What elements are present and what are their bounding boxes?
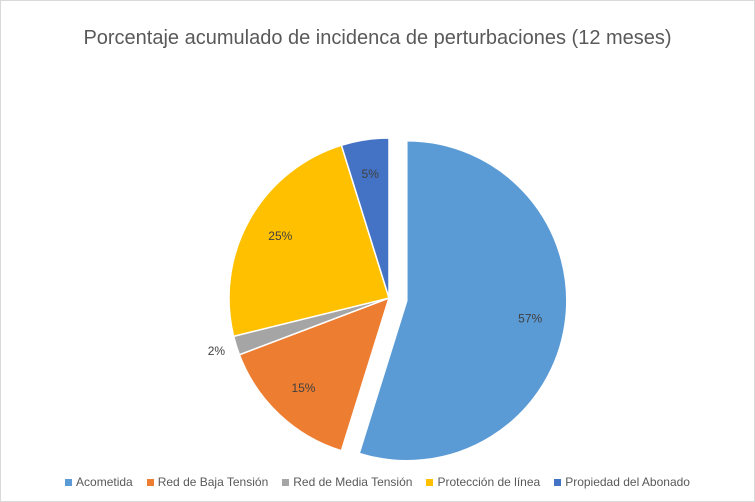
data-label: 2%: [208, 344, 226, 358]
pie-slice: [340, 137, 390, 299]
data-label: 25%: [268, 229, 292, 243]
data-label: 15%: [291, 381, 315, 395]
legend-swatch: [426, 478, 434, 486]
pie-area: 57% 15% 2% 25% 5%: [208, 137, 568, 462]
legend-swatch: [146, 478, 154, 486]
pie-slice: [358, 139, 568, 462]
chart-title: Porcentaje acumulado de incidenca de per…: [83, 27, 672, 49]
data-label: 57%: [518, 312, 542, 326]
legend-swatch: [65, 478, 73, 486]
legend: Acometida Red de Baja Tensión Red de Media…: [1, 475, 754, 489]
legend-label: Protección de línea: [437, 475, 541, 489]
legend-item: Protección de línea: [426, 475, 540, 489]
legend-item: Acometida: [65, 475, 133, 489]
legend-item: Red de Baja Tensión: [146, 475, 269, 489]
pie-slice: [228, 144, 390, 338]
legend-label: Propiedad del Abonado: [565, 475, 690, 489]
legend-swatch: [554, 478, 562, 486]
legend-item: Propiedad del Abonado: [554, 475, 690, 489]
legend-label: Acometida: [76, 475, 133, 489]
data-label: 5%: [362, 167, 380, 181]
legend-label: Red de Media Tensión: [293, 475, 413, 489]
legend-label: Red de Baja Tensión: [157, 475, 269, 489]
legend-item: Red de Media Tensión: [282, 475, 412, 489]
pie-slice: [238, 296, 391, 452]
legend-swatch: [282, 478, 290, 486]
